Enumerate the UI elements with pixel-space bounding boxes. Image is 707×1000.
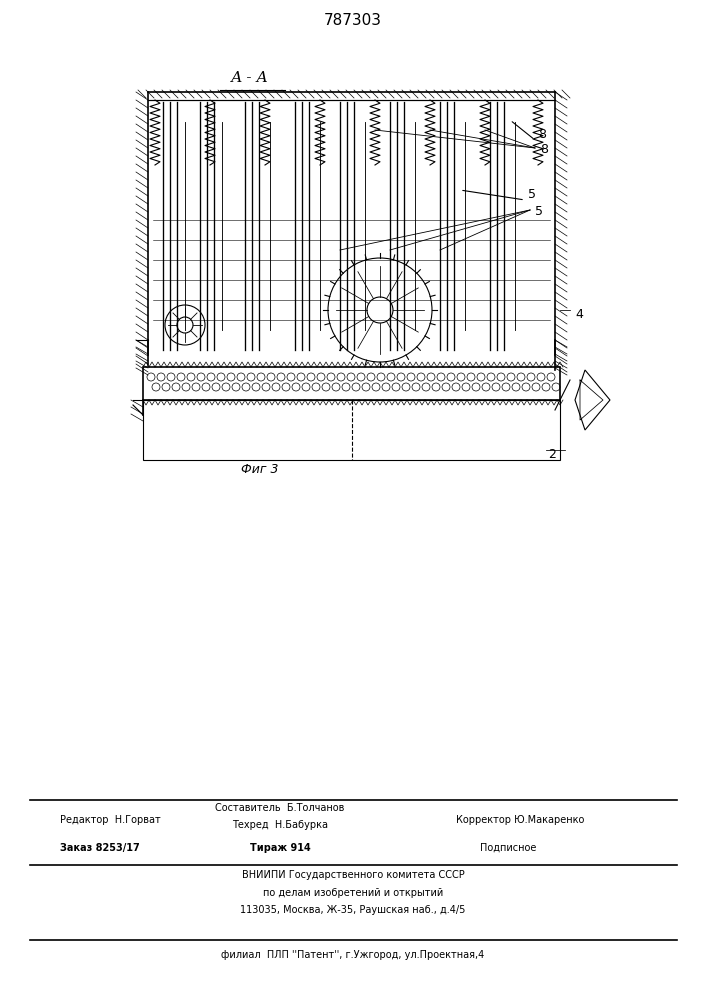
Text: 113035, Москва, Ж-35, Раушская наб., д.4/5: 113035, Москва, Ж-35, Раушская наб., д.4…: [240, 905, 466, 915]
Text: 5: 5: [535, 205, 543, 218]
Text: Заказ 8253/17: Заказ 8253/17: [60, 843, 140, 853]
Text: Тираж 914: Тираж 914: [250, 843, 310, 853]
Text: 5: 5: [528, 188, 536, 202]
Text: филиал  ПЛП ''Патент'', г.Ужгород, ул.Проектная,4: филиал ПЛП ''Патент'', г.Ужгород, ул.Про…: [221, 950, 484, 960]
Text: по делам изобретений и открытий: по делам изобретений и открытий: [263, 888, 443, 898]
Text: ВНИИПИ Государственного комитета СССР: ВНИИПИ Государственного комитета СССР: [242, 870, 464, 880]
Text: Редактор  Н.Горват: Редактор Н.Горват: [60, 815, 160, 825]
Text: Техред  Н.Бабурка: Техред Н.Бабурка: [232, 820, 328, 830]
Text: Корректор Ю.Макаренко: Корректор Ю.Макаренко: [456, 815, 584, 825]
Text: 787303: 787303: [324, 13, 382, 28]
Text: 2: 2: [548, 448, 556, 462]
Text: Составитель  Б.Толчанов: Составитель Б.Толчанов: [216, 803, 345, 813]
Text: Фиг 3: Фиг 3: [241, 463, 279, 476]
Text: 8: 8: [538, 128, 546, 141]
Bar: [143, 367, 560, 400]
Text: 4: 4: [575, 308, 583, 322]
Text: А - А: А - А: [231, 71, 269, 85]
Text: 8: 8: [540, 143, 548, 156]
Text: Подписное: Подписное: [480, 843, 537, 853]
Bar: [143, 400, 560, 460]
